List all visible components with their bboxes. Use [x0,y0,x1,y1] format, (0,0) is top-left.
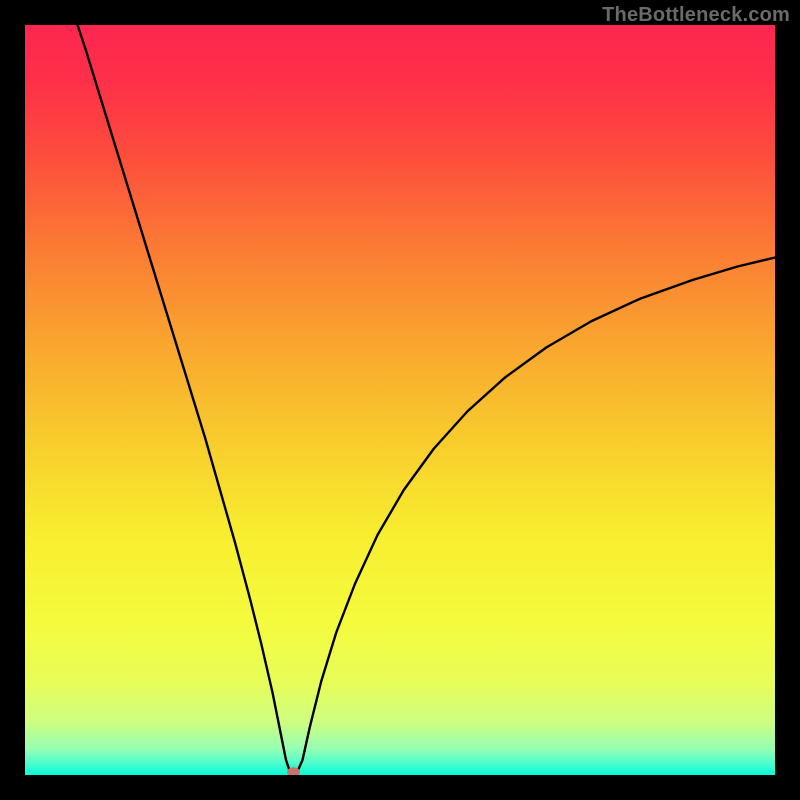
bottleneck-curve-chart [25,25,775,775]
chart-frame: TheBottleneck.com [0,0,800,800]
watermark-text: TheBottleneck.com [602,4,790,27]
gradient-background [25,25,775,775]
plot-area [25,25,775,775]
